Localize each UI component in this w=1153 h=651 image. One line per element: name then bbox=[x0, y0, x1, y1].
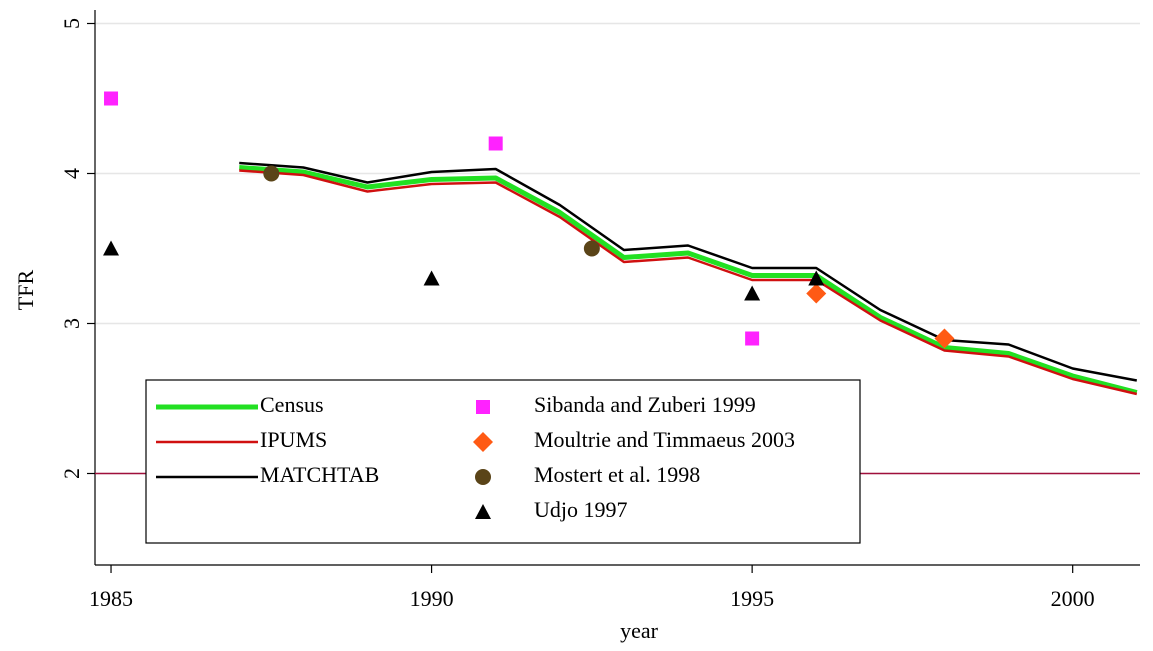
y-tick-label: 2 bbox=[59, 468, 84, 479]
x-tick-label: 2000 bbox=[1051, 586, 1095, 611]
legend-box bbox=[145, 379, 861, 544]
point bbox=[934, 328, 955, 349]
y-tick-label: 5 bbox=[59, 18, 84, 29]
y-tick-label: 3 bbox=[59, 318, 84, 329]
point bbox=[806, 283, 827, 304]
legend-marker bbox=[476, 400, 490, 414]
point bbox=[104, 91, 119, 106]
legend-label: Moultrie and Timmaeus 2003 bbox=[534, 427, 795, 452]
point bbox=[583, 240, 600, 257]
y-axis-label: TFR bbox=[13, 270, 38, 311]
y-tick-label: 4 bbox=[59, 168, 84, 179]
point bbox=[744, 285, 761, 301]
line-series bbox=[239, 165, 1138, 395]
line-series bbox=[239, 169, 1138, 396]
point bbox=[423, 270, 440, 286]
x-tick-label: 1990 bbox=[410, 586, 454, 611]
legend-marker bbox=[473, 432, 493, 452]
legend-marker bbox=[475, 469, 491, 485]
legend-marker bbox=[475, 504, 491, 519]
x-tick-label: 1985 bbox=[89, 586, 133, 611]
x-axis-label: year bbox=[620, 618, 659, 643]
legend-label: Mostert et al. 1998 bbox=[534, 462, 700, 487]
legend-label: Udjo 1997 bbox=[534, 497, 628, 522]
legend-label: IPUMS bbox=[260, 427, 327, 452]
point bbox=[103, 240, 120, 256]
legend-label: MATCHTAB bbox=[260, 462, 379, 487]
x-tick-label: 1995 bbox=[730, 586, 774, 611]
point bbox=[745, 331, 760, 346]
legend-label: Sibanda and Zuberi 1999 bbox=[534, 392, 756, 417]
line-series bbox=[239, 161, 1138, 382]
point bbox=[263, 165, 280, 182]
legend-label: Census bbox=[260, 392, 324, 417]
point bbox=[488, 136, 503, 151]
point bbox=[808, 270, 825, 286]
